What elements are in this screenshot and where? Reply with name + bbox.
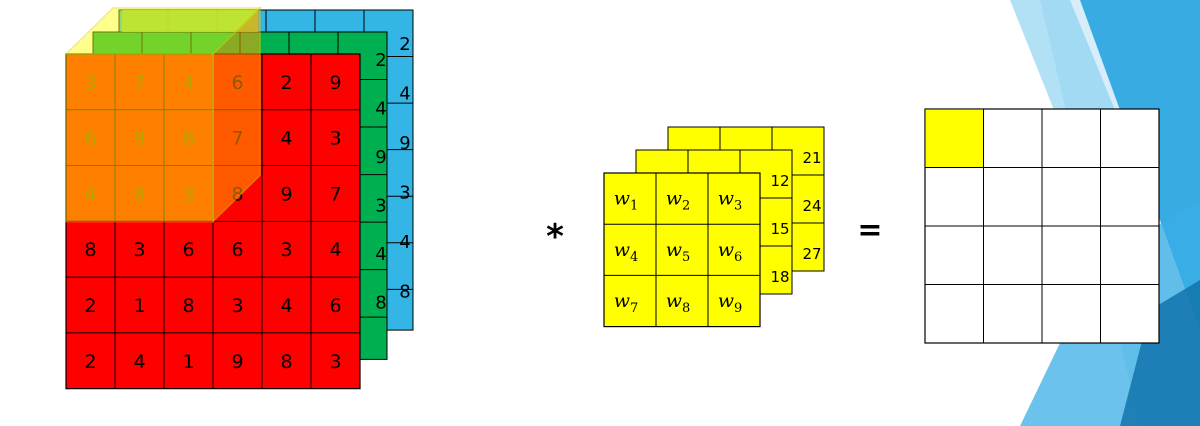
input-cell-value: 7 — [329, 183, 341, 205]
input-cell-value: 3 — [133, 239, 145, 261]
input-cell-value: 3 — [280, 239, 292, 261]
input-cell-value: 4 — [133, 351, 145, 373]
output-grid — [925, 109, 1159, 343]
green-layer-value: 4 — [375, 99, 386, 120]
blue-layer-value: 3 — [399, 182, 410, 203]
green-layer-value: 8 — [375, 293, 386, 314]
input-cell-value: 2 — [84, 295, 96, 317]
equals-operator: = — [857, 213, 882, 248]
input-cell-value: 2 — [84, 351, 96, 373]
blue-layer-value: 8 — [399, 281, 410, 302]
input-cell-value: 8 — [182, 295, 194, 317]
blue-layer-value: 9 — [399, 133, 410, 154]
input-cell-value: 2 — [280, 72, 292, 94]
input-cell-value: 8 — [280, 351, 292, 373]
input-cell-value: 9 — [280, 183, 292, 205]
filter-edge-value: 12 — [770, 172, 789, 190]
input-cell-value: 4 — [280, 128, 292, 150]
filter-edge-value: 21 — [802, 149, 821, 167]
input-cell-value: 6 — [329, 295, 341, 317]
green-layer-value: 3 — [375, 196, 386, 217]
green-layer-value: 2 — [375, 50, 386, 71]
blue-layer-value: 4 — [399, 232, 410, 253]
input-cell-value: 4 — [280, 295, 292, 317]
filter-edge-value: 15 — [770, 220, 789, 238]
input-cell-value: 4 — [329, 239, 341, 261]
input-cell-value: 6 — [231, 239, 243, 261]
green-layer-value: 9 — [375, 147, 386, 168]
blue-layer-value: 2 — [399, 34, 410, 55]
blue-layer-value: 4 — [399, 83, 410, 104]
input-cell-value: 1 — [182, 351, 194, 373]
convolve-operator: * — [546, 217, 564, 257]
input-cell-value: 3 — [329, 351, 341, 373]
input-cell-value: 3 — [231, 295, 243, 317]
input-volume: 2493482493483746296987434838978366342183… — [66, 8, 413, 389]
filter-edge-value: 18 — [770, 268, 789, 286]
input-cell-value: 9 — [329, 72, 341, 94]
output-highlight-cell — [925, 109, 984, 168]
input-cell-value: 9 — [231, 351, 243, 373]
receptive-field-cube — [66, 8, 260, 221]
filter-edge-value: 27 — [802, 245, 821, 263]
input-cell-value: 6 — [182, 239, 194, 261]
input-cell-value: 3 — [329, 128, 341, 150]
filter-edge-value: 24 — [802, 197, 821, 215]
input-cell-value: 8 — [84, 239, 96, 261]
input-cell-value: 1 — [133, 295, 145, 317]
green-layer-value: 4 — [375, 244, 386, 265]
